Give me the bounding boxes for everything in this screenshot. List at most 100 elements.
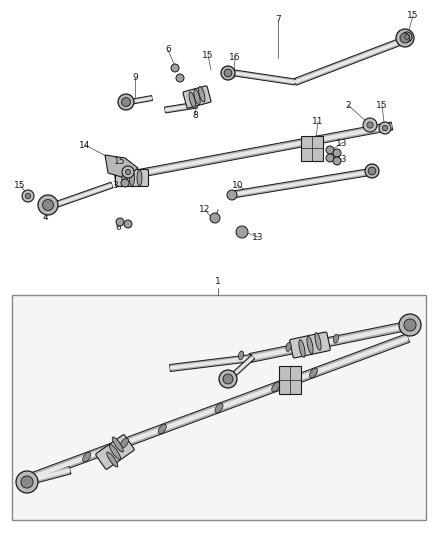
Circle shape [396, 29, 414, 47]
Polygon shape [28, 334, 410, 482]
Polygon shape [105, 155, 138, 178]
Circle shape [400, 33, 410, 43]
Text: 12: 12 [199, 206, 211, 214]
Circle shape [326, 154, 334, 162]
Text: 2: 2 [345, 101, 351, 109]
Text: 11: 11 [312, 117, 324, 126]
Circle shape [21, 476, 33, 488]
Polygon shape [31, 466, 71, 484]
Text: 15: 15 [14, 181, 26, 190]
Text: 4: 4 [42, 214, 48, 222]
Polygon shape [54, 183, 113, 206]
Circle shape [121, 179, 129, 187]
Polygon shape [54, 182, 113, 208]
Ellipse shape [299, 340, 305, 358]
Circle shape [116, 218, 124, 226]
Polygon shape [170, 354, 252, 372]
Polygon shape [228, 69, 296, 85]
Text: 14: 14 [79, 141, 91, 149]
Circle shape [122, 166, 134, 178]
Circle shape [124, 220, 132, 228]
FancyBboxPatch shape [96, 435, 134, 470]
Ellipse shape [307, 336, 313, 354]
Ellipse shape [315, 333, 321, 350]
Circle shape [22, 190, 34, 202]
FancyBboxPatch shape [183, 86, 211, 108]
Polygon shape [130, 97, 152, 103]
Ellipse shape [198, 86, 205, 102]
Polygon shape [32, 468, 71, 482]
Circle shape [219, 370, 237, 388]
Ellipse shape [272, 382, 280, 392]
Circle shape [326, 146, 334, 154]
Circle shape [171, 64, 179, 72]
Text: 15: 15 [376, 101, 388, 109]
Text: 15: 15 [202, 51, 214, 60]
Text: 1: 1 [215, 278, 221, 287]
Text: 10: 10 [232, 181, 244, 190]
Ellipse shape [286, 343, 291, 351]
Circle shape [333, 157, 341, 165]
Text: 6: 6 [115, 223, 121, 232]
Ellipse shape [130, 170, 134, 186]
Text: 13: 13 [336, 156, 348, 165]
Circle shape [221, 66, 235, 80]
Circle shape [122, 98, 131, 107]
Circle shape [368, 167, 376, 175]
Ellipse shape [122, 170, 127, 186]
Polygon shape [249, 321, 408, 362]
Circle shape [402, 32, 412, 42]
Circle shape [25, 193, 31, 199]
Circle shape [404, 319, 416, 331]
Text: 8: 8 [192, 110, 198, 119]
Circle shape [363, 118, 377, 132]
Ellipse shape [83, 452, 91, 462]
Circle shape [365, 164, 379, 178]
Text: 9: 9 [132, 74, 138, 83]
Polygon shape [229, 356, 254, 379]
Ellipse shape [215, 403, 223, 413]
Circle shape [125, 169, 131, 175]
Circle shape [210, 213, 220, 223]
Polygon shape [130, 95, 152, 104]
Bar [279, 366, 301, 394]
Polygon shape [294, 37, 406, 85]
Circle shape [399, 314, 421, 336]
Ellipse shape [110, 445, 120, 459]
Polygon shape [29, 336, 409, 480]
Text: 13: 13 [252, 232, 264, 241]
Circle shape [16, 471, 38, 493]
Ellipse shape [310, 368, 318, 378]
Circle shape [223, 374, 233, 384]
Text: 15: 15 [407, 12, 419, 20]
Circle shape [42, 199, 53, 211]
Polygon shape [165, 103, 197, 111]
Circle shape [333, 149, 341, 157]
FancyBboxPatch shape [116, 169, 148, 187]
Bar [301, 135, 323, 160]
Bar [12, 295, 426, 520]
Circle shape [405, 35, 409, 39]
Polygon shape [115, 124, 392, 180]
Text: 15: 15 [114, 157, 126, 166]
Polygon shape [165, 102, 198, 113]
Ellipse shape [238, 351, 244, 360]
Polygon shape [230, 168, 371, 198]
Circle shape [236, 226, 248, 238]
Polygon shape [294, 38, 406, 84]
Circle shape [118, 94, 134, 110]
FancyBboxPatch shape [290, 332, 330, 358]
Circle shape [176, 74, 184, 82]
Circle shape [227, 190, 237, 200]
Circle shape [382, 125, 388, 131]
Circle shape [367, 122, 373, 128]
Text: 7: 7 [275, 15, 281, 25]
Ellipse shape [120, 438, 128, 448]
Text: 6: 6 [165, 45, 171, 54]
Ellipse shape [137, 170, 142, 186]
Ellipse shape [194, 89, 200, 105]
Ellipse shape [107, 452, 118, 467]
Ellipse shape [333, 334, 339, 343]
Ellipse shape [189, 92, 195, 108]
Ellipse shape [158, 424, 166, 434]
